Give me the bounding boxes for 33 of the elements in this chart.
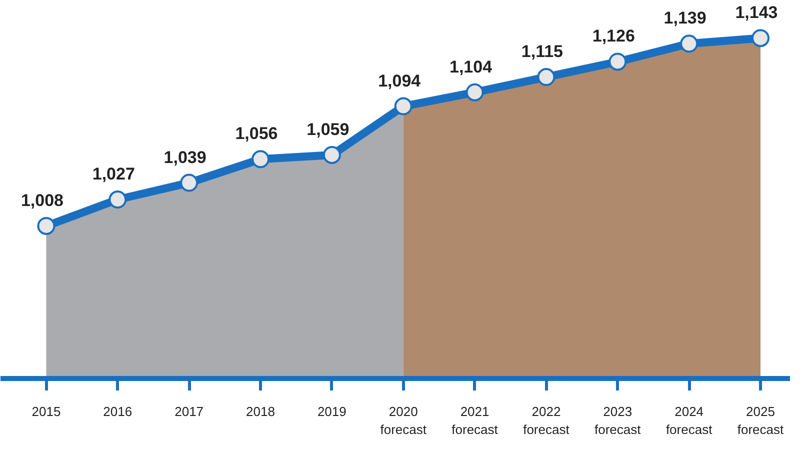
- data-label: 1,143: [735, 3, 778, 22]
- x-tick-label: 2025 forecast: [737, 404, 784, 438]
- x-tick-label: 2018: [246, 404, 275, 420]
- data-label: 1,139: [664, 8, 706, 28]
- x-tick-label: 2016: [103, 404, 132, 420]
- data-label: 1,104: [450, 57, 493, 76]
- point: [252, 150, 270, 168]
- x-tick-label: 2019: [317, 404, 346, 420]
- data-label: 1,008: [20, 190, 64, 210]
- point: [537, 68, 556, 86]
- x-tick-label: 2017: [174, 404, 204, 420]
- point: [180, 174, 198, 192]
- data-label: 1,094: [378, 71, 422, 90]
- point: [322, 146, 341, 164]
- point: [752, 29, 770, 48]
- point: [466, 83, 484, 102]
- point: [680, 34, 698, 53]
- x-tick-label: 2024 forecast: [666, 404, 713, 438]
- data-label: 1,056: [235, 124, 278, 144]
- x-tick-label: 2023 forecast: [594, 404, 642, 438]
- point: [608, 52, 627, 71]
- data-label: 1,059: [306, 120, 350, 139]
- x-tick-label: 2021 forecast: [452, 404, 498, 438]
- x-tick-label: 2022 forecast: [523, 404, 570, 438]
- point: [37, 216, 56, 235]
- data-label: 1,126: [592, 26, 635, 46]
- data-label: 1,039: [164, 148, 206, 167]
- point: [108, 190, 127, 208]
- point: [394, 97, 412, 116]
- data-label: 1,027: [92, 164, 135, 184]
- data-label: 1,115: [521, 42, 564, 62]
- x-tick-label: 2015: [32, 404, 61, 420]
- x-tick-label: 2020 forecast: [380, 404, 427, 438]
